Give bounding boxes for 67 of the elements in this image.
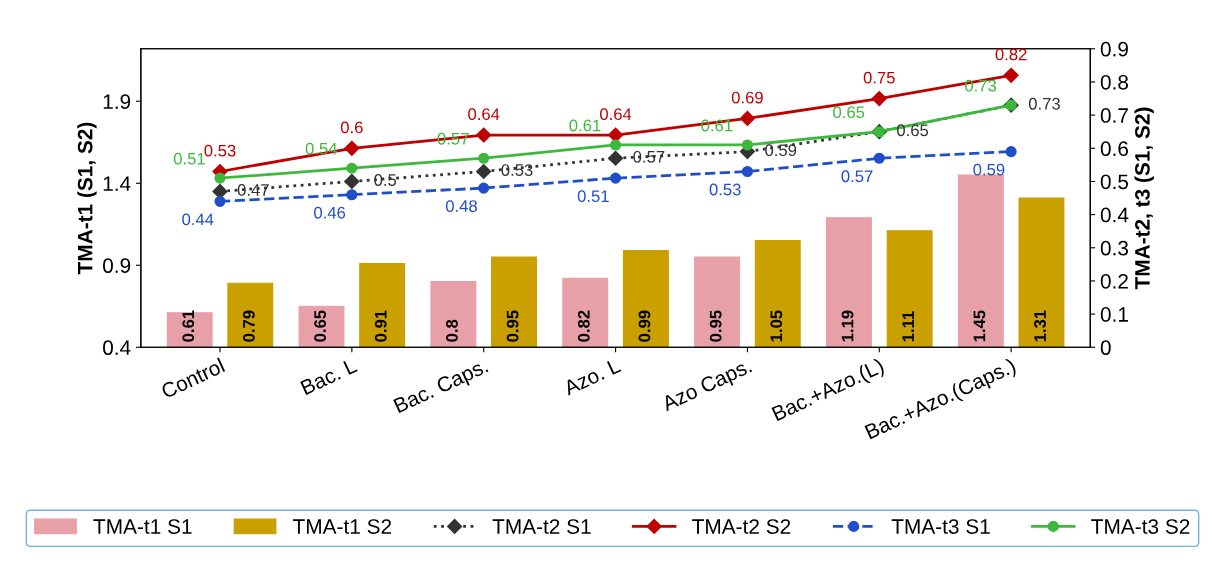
y-tick-label: 1.4 (103, 176, 131, 191)
data-label: 0.44 (182, 213, 214, 226)
data-label: 0.48 (445, 200, 477, 212)
data-label: 0.53 (709, 183, 741, 196)
data-label: 0.59 (765, 144, 797, 157)
legend-label: TMA-t2 S2 (692, 519, 791, 534)
y2-tick-label: 0.2 (1100, 273, 1128, 289)
data-label: 0.54 (305, 142, 338, 155)
legend-label: TMA-t1 S2 (293, 519, 392, 534)
data-label: 0.5 (374, 174, 397, 186)
data-label: 0.59 (973, 163, 1005, 176)
data-label: 0.8 (446, 319, 458, 342)
data-label: 1.19 (841, 310, 854, 342)
data-label: 0.61 (701, 119, 733, 132)
data-label: 0.95 (506, 310, 519, 342)
data-label: 0.61 (569, 119, 601, 132)
y2-tick-label: 0.6 (1100, 141, 1129, 157)
data-label: 1.05 (770, 310, 783, 342)
y2-axis-title: TMA-t2, t3 (S1, S2) (1134, 107, 1154, 290)
y-tick-label: 1.9 (103, 94, 131, 110)
x-tick-label: Bac. L (300, 357, 358, 396)
x-tick-label: Bac. Caps. (393, 358, 491, 417)
data-label: 0.53 (204, 144, 236, 157)
legend-label: TMA-t1 S1 (93, 519, 192, 534)
data-label: 0.82 (577, 310, 590, 342)
data-label: 0.64 (600, 108, 632, 121)
data-label: 0.61 (182, 310, 195, 342)
y-tick-label: 0.4 (103, 340, 131, 356)
data-label: 0.57 (841, 170, 873, 183)
data-label: 0.73 (1028, 97, 1060, 110)
data-label: 0.65 (833, 106, 865, 119)
data-label: 0.65 (897, 124, 929, 137)
data-label: 0.75 (863, 71, 895, 84)
y2-tick-label: 0 (1100, 340, 1111, 356)
data-label: 0.95 (709, 310, 722, 342)
y2-tick-label: 0.4 (1100, 207, 1129, 223)
y2-tick-label: 0.3 (1100, 240, 1129, 256)
data-label: 0.51 (577, 190, 609, 203)
data-label: 0.69 (731, 91, 763, 104)
data-label: 0.64 (468, 108, 500, 121)
y2-tick-label: 0.7 (1100, 108, 1128, 123)
legend-label: TMA-t3 S1 (891, 519, 990, 534)
data-label: 1.11 (902, 311, 914, 342)
y2-tick-label: 0.9 (1100, 41, 1128, 57)
data-label: 0.46 (314, 206, 346, 219)
y-tick-label: 0.9 (103, 258, 131, 274)
data-label: 0.79 (242, 310, 255, 342)
data-label: 0.51 (173, 152, 205, 165)
data-label: 0.82 (995, 48, 1027, 61)
data-label: 0.6 (340, 121, 363, 134)
y2-tick-label: 0.1 (1100, 307, 1128, 322)
data-label: 1.31 (1034, 310, 1046, 342)
legend-label: TMA-t2 S1 (492, 519, 591, 534)
legend-label: TMA-t3 S2 (1091, 519, 1190, 534)
y-axis-title: TMA-t1 (S1, S2) (77, 122, 97, 275)
data-label: 0.65 (314, 310, 326, 342)
x-tick-label: Azo. L (562, 357, 622, 396)
y2-tick-label: 0.5 (1100, 174, 1129, 190)
data-label: 0.73 (965, 79, 997, 92)
data-label: 1.45 (973, 310, 986, 342)
data-label: 0.99 (638, 310, 651, 342)
y2-tick-label: 0.8 (1100, 74, 1129, 90)
data-label: 0.91 (374, 310, 387, 342)
x-tick-label: Azo Caps. (660, 358, 754, 416)
data-label: 0.53 (501, 164, 533, 176)
data-label: 0.57 (633, 150, 665, 163)
data-label: 0.47 (237, 184, 269, 196)
